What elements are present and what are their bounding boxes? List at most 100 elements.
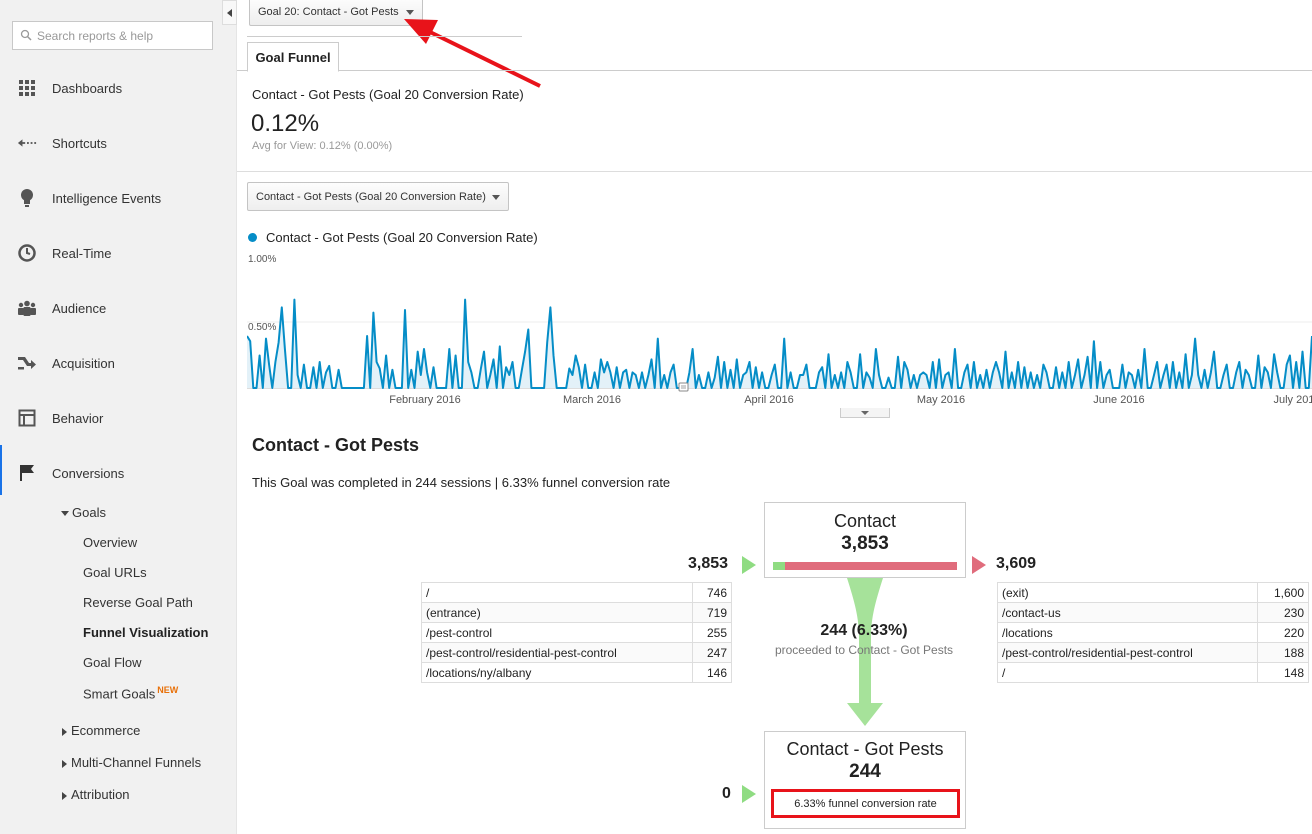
grid-icon [17,78,37,98]
y-tick-label: 1.00% [248,254,276,265]
entrance-page: /pest-control [421,622,693,643]
annotation-marker[interactable] [678,382,689,392]
shortcut-arrow-icon [17,133,37,153]
metric-average: Avg for View: 0.12% (0.00%) [252,140,393,152]
sidebar-item-shortcuts[interactable]: Shortcuts [0,128,236,158]
sidebar-item-real-time[interactable]: Real-Time [0,238,236,268]
exit-page: /contact-us [996,602,1259,623]
entrance-page: (entrance) [421,602,693,623]
proceeded-count: 244 (6.33%) [820,622,908,639]
entrance-count: 247 [691,642,733,663]
sidebar-item-acquisition[interactable]: Acquisition [0,348,236,378]
table-row[interactable]: /pest-control/residential-pest-control 18… [996,642,1309,663]
sidebar-goals-toggle[interactable]: Goals [61,505,106,520]
goal-selector-value: Goal 20: Contact - Got Pests [258,5,399,18]
sidebar-item-smart-goals[interactable]: Smart Goals NEW [83,685,178,701]
funnel-step-goal[interactable]: Contact - Got Pests 244 [764,731,966,829]
layout-icon [17,408,37,428]
exit-count: 230 [1257,602,1309,623]
legend-label: Contact - Got Pests (Goal 20 Conversion … [266,230,538,245]
entrance-count: 719 [691,602,733,623]
sidebar-item-behavior[interactable]: Behavior [0,403,236,433]
chart-collapse-handle[interactable] [840,408,890,418]
metric-selector-value: Contact - Got Pests (Goal 20 Conversion … [256,190,486,203]
sidebar-item-attribution[interactable]: Attribution [62,787,130,802]
x-tick-label: February 2016 [389,394,461,406]
sidebar-item-label: Intelligence Events [52,190,162,206]
sidebar-item-goal-urls[interactable]: Goal URLs [83,565,147,580]
sidebar-item-dashboards[interactable]: Dashboards [0,73,236,103]
entrance-arrow-icon [742,785,756,803]
lightbulb-icon [17,188,37,208]
sidebar-item-goals-overview[interactable]: Overview [83,535,138,550]
sidebar-item-ecommerce[interactable]: Ecommerce [62,723,140,738]
exits-table: (exit) 1,600 /contact-us 230 /locations 220… [996,582,1309,683]
ecommerce-label: Ecommerce [71,723,141,738]
funnel-conversion-rate: 6.33% funnel conversion rate [771,789,960,818]
exits-count: 3,609 [996,555,1037,572]
proceeded-label: proceeded to Contact - Got Pests [774,643,954,657]
chevron-right-icon [62,791,67,800]
chevron-right-icon [62,727,67,736]
x-tick-label: May 2016 [917,394,965,406]
tab-bar-divider [237,70,1312,71]
goal-selector-dropdown[interactable]: Goal 20: Contact - Got Pests [249,0,423,26]
table-row[interactable]: /pest-control/residential-pest-control 24… [421,642,733,663]
table-row[interactable]: /148 [996,662,1309,683]
table-row[interactable]: /contact-us 230 [996,602,1309,623]
entrance-count: 746 [691,582,733,603]
table-row[interactable]: /locations 220 [996,622,1309,643]
smart-goals-label: Smart Goals [83,686,156,702]
sidebar-item-conversions[interactable]: Conversions [0,445,236,495]
table-row[interactable]: /locations/ny/albany 146 [421,662,733,683]
sidebar-item-label: Conversions [52,465,125,481]
sidebar-item-label: Dashboards [52,80,123,96]
annotation-arrow [404,19,541,88]
sidebar-collapse-button[interactable] [222,0,237,25]
search-box[interactable] [12,21,213,50]
section-divider [237,171,1312,172]
metric-value: 0.12% [251,110,320,137]
table-row[interactable]: /pest-control 255 [421,622,733,643]
sidebar-item-intelligence-events[interactable]: Intelligence Events [0,183,236,213]
funnel-summary: This Goal was completed in 244 sessions … [252,475,671,490]
sidebar-item-goal-flow[interactable]: Goal Flow [83,655,142,670]
sidebar: Dashboards Shortcuts Intelligence Events… [0,0,237,834]
sidebar-item-reverse-goal-path[interactable]: Reverse Goal Path [83,595,193,610]
exit-count: 148 [1257,662,1309,683]
funnel-step-contact[interactable]: Contact 3,853 [764,502,966,578]
flag-icon [17,463,37,483]
chevron-down-icon [406,10,414,15]
table-row[interactable]: (exit) 1,600 [996,582,1309,603]
sidebar-item-funnel-visualization[interactable]: Funnel Visualization [83,625,209,640]
x-tick-label: March 2016 [563,394,621,406]
exit-page: /pest-control/residential-pest-control [996,642,1259,663]
exit-page: (exit) [996,582,1259,603]
step-progress-continued [773,562,785,570]
chevron-right-icon [62,759,67,768]
new-badge: NEW [157,685,179,695]
exit-page: /locations [996,622,1259,643]
goals-label: Goals [72,505,106,520]
sidebar-item-label: Real-Time [52,245,112,261]
conversion-rate-chart: 1.00% 0.50% February 2016 March 2016 April… [247,254,1312,406]
tab-goal-funnel[interactable]: Goal Funnel [247,42,339,72]
chevron-down-icon [492,195,500,200]
exit-count: 220 [1257,622,1309,643]
people-icon [17,298,37,318]
search-input[interactable] [37,26,207,46]
funnel-title: Contact - Got Pests [252,435,420,455]
table-row[interactable]: /746 [421,582,733,603]
sidebar-item-audience[interactable]: Audience [0,293,236,323]
funnel-flow-arrow [847,578,883,726]
step-name: Contact [833,511,897,531]
exit-count: 1,600 [1257,582,1309,603]
table-row[interactable]: (entrance) 719 [421,602,733,623]
clock-icon [17,243,37,263]
x-tick-label: June 2016 [1093,394,1144,406]
entrance-count: 255 [691,622,733,643]
step-count: 244 [849,761,881,782]
metric-selector-dropdown[interactable]: Contact - Got Pests (Goal 20 Conversion … [247,182,509,211]
sidebar-item-multi-channel-funnels[interactable]: Multi-Channel Funnels [62,755,201,770]
sidebar-item-label: Acquisition [52,355,115,371]
